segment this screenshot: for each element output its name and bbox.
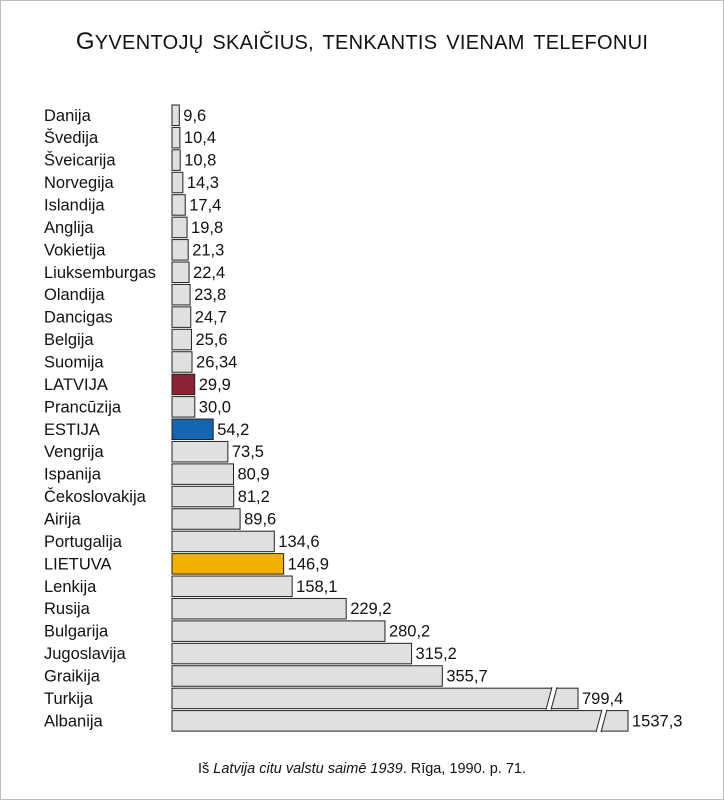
value-label-lenkija: 158,1 [296, 578, 337, 596]
value-label-portugalija: 134,6 [278, 533, 319, 551]
category-label-airija: Airija [44, 510, 81, 528]
value-label-prancuzija: 30,0 [199, 398, 231, 416]
value-label-sveicarija: 10,8 [184, 152, 216, 170]
category-label-estija: ESTIJA [44, 421, 100, 439]
category-label-bulgarija: Bulgarija [44, 623, 109, 641]
category-label-lietuva: LIETUVA [44, 555, 112, 573]
bar-bulgarija [171, 620, 386, 642]
value-label-liuksemburgas: 22,4 [193, 264, 225, 282]
category-label-anglija: Anglija [44, 219, 94, 237]
bar-suomija [171, 351, 193, 373]
source-title: Latvija citu valstu saimē 1939 [213, 761, 403, 777]
value-label-norvegija: 14,3 [187, 174, 219, 192]
value-label-vengrija: 73,5 [232, 443, 264, 461]
value-label-cekoslovakija: 81,2 [238, 488, 270, 506]
category-label-norvegija: Norvegija [44, 174, 115, 192]
bar-liuksemburgas [171, 261, 190, 284]
category-label-olandija: Olandija [44, 286, 105, 304]
bar-cekoslovakija [171, 485, 235, 508]
category-label-sveicarija: Šveicarija [44, 151, 116, 170]
value-label-bulgarija: 280,2 [389, 623, 430, 641]
value-label-olandija: 23,8 [194, 286, 226, 304]
value-label-danija: 9,6 [183, 107, 206, 125]
bar-albanija [171, 710, 629, 732]
value-label-ispanija: 80,9 [237, 466, 269, 484]
category-label-lenkija: Lenkija [44, 578, 97, 596]
value-label-rusija: 229,2 [350, 600, 391, 618]
category-label-svedija: Švedija [44, 128, 99, 147]
value-label-belgija: 25,6 [195, 331, 227, 349]
value-label-turkija: 799,4 [582, 690, 623, 708]
bar-estija [171, 418, 214, 441]
value-label-vokietija: 21,3 [192, 241, 224, 259]
title-rest: YVENTOJŲ SKAIČIUS, TENKANTIS VIENAM TELE… [94, 32, 649, 54]
category-label-albanija: Albanija [44, 712, 104, 730]
value-label-graikija: 355,7 [446, 668, 487, 686]
source-note: Iš Latvija citu valstu saimē 1939. Rīga,… [0, 761, 724, 777]
bar-turkija [171, 687, 579, 710]
bar-lietuva [171, 553, 285, 575]
bar-norvegija [171, 171, 184, 194]
value-label-anglija: 19,8 [191, 219, 223, 237]
category-label-dancigas: Dancigas [44, 309, 113, 327]
value-label-albanija: 1537,3 [632, 712, 682, 730]
category-label-portugalija: Portugalija [44, 533, 123, 551]
bar-vengrija [171, 440, 229, 463]
bar-vokietija [171, 239, 189, 261]
axis-break-line-turkija [545, 687, 553, 710]
bar-svedija [171, 126, 181, 149]
category-label-vengrija: Vengrija [44, 443, 104, 461]
bar-jugoslavija [171, 642, 413, 665]
category-label-turkija: Turkija [44, 690, 94, 708]
category-label-liuksemburgas: Liuksemburgas [44, 264, 156, 282]
category-label-cekoslovakija: Čekoslovakija [44, 487, 147, 506]
axis-break-gap-turkija [546, 687, 557, 710]
bar-olandija [171, 283, 191, 306]
value-label-latvija: 29,9 [199, 376, 231, 394]
category-label-vokietija: Vokietija [44, 241, 106, 259]
axis-break-gap-albanija [596, 709, 607, 733]
bar-portugalija [171, 530, 275, 553]
bar-graikija [171, 665, 443, 687]
bar-sveicarija [171, 149, 181, 171]
bar-lenkija [171, 575, 293, 598]
axis-break-line-albanija [600, 709, 608, 733]
bar-islandija [171, 194, 186, 216]
value-label-jugoslavija: 315,2 [416, 645, 457, 663]
bar-dancigas [171, 306, 192, 328]
value-label-suomija: 26,34 [196, 353, 237, 371]
bar-prancuzija [171, 396, 196, 418]
value-label-islandija: 17,4 [189, 196, 221, 214]
source-prefix: Iš [197, 761, 214, 777]
axis-break-line-turkija [550, 687, 558, 710]
bar-anglija [171, 216, 188, 239]
title-initial: G [75, 28, 95, 55]
bar-ispanija [171, 463, 234, 485]
category-label-belgija: Belgija [44, 331, 94, 349]
category-label-jugoslavija: Jugoslavija [44, 645, 126, 663]
bar-danija [171, 104, 180, 126]
category-label-danija: Danija [44, 107, 92, 125]
category-label-suomija: Suomija [44, 353, 104, 371]
bar-airija [171, 508, 241, 530]
category-label-rusija: Rusija [44, 600, 91, 618]
axis-break-line-albanija [595, 709, 603, 733]
value-label-svedija: 10,4 [184, 129, 216, 147]
source-suffix: . Rīga, 1990. p. 71. [402, 761, 527, 777]
category-label-ispanija: Ispanija [44, 466, 102, 484]
value-label-estija: 54,2 [217, 421, 249, 439]
value-label-lietuva: 146,9 [288, 555, 329, 573]
category-label-islandija: Islandija [44, 196, 105, 214]
category-label-prancuzija: Prancūzija [44, 398, 122, 416]
category-label-graikija: Graikija [44, 668, 101, 686]
bar-belgija [171, 328, 192, 351]
bar-rusija [171, 597, 347, 620]
chart-title: GYVENTOJŲ SKAIČIUS, TENKANTIS VIENAM TEL… [0, 28, 724, 56]
value-label-airija: 89,6 [244, 510, 276, 528]
category-label-latvija: LATVIJA [44, 376, 108, 394]
bar-latvija [171, 373, 196, 396]
value-label-dancigas: 24,7 [195, 309, 227, 327]
